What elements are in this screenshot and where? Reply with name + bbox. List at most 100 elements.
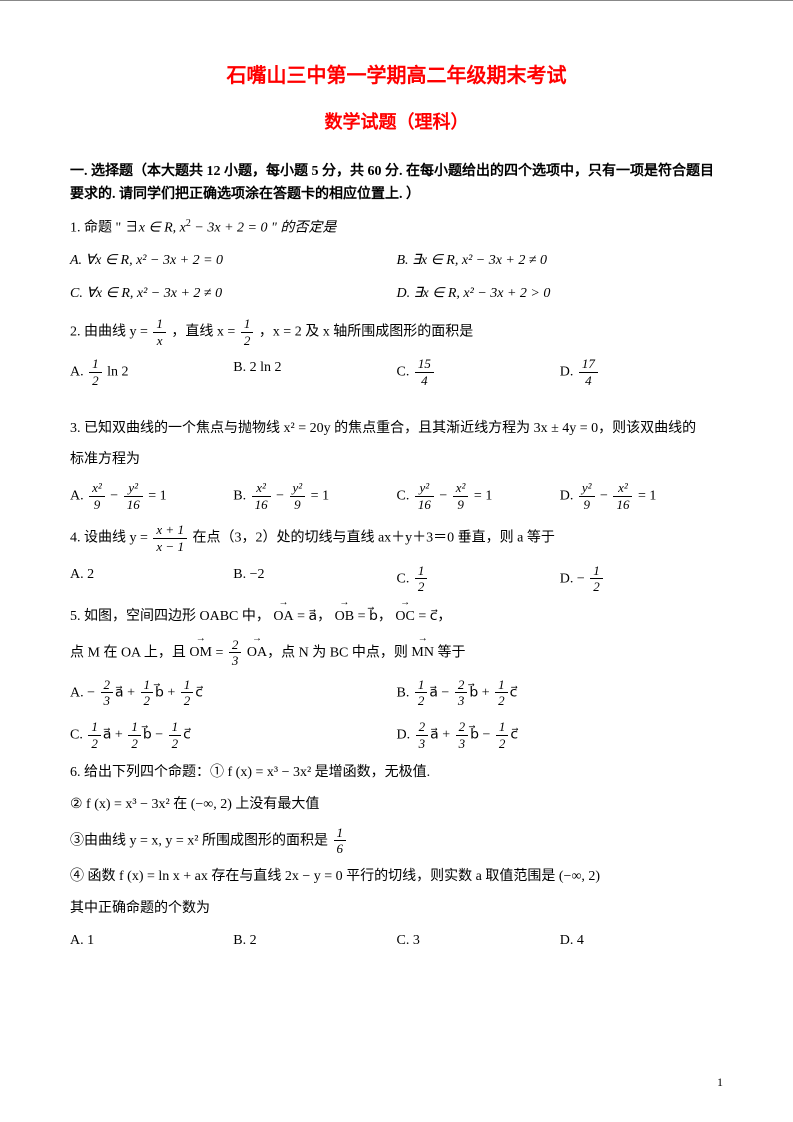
q3-An1: x² xyxy=(89,480,105,497)
q3-Dpost: = 1 xyxy=(634,489,656,504)
q5-Ac: c⃗ xyxy=(195,685,203,700)
q5-D2d: 3 xyxy=(456,736,469,752)
q2-An: 1 xyxy=(89,356,102,373)
q5-A2d: 2 xyxy=(141,693,154,709)
q6-B: B. 2 xyxy=(233,929,396,953)
q4-Dfrac: 12 xyxy=(590,563,603,595)
q3-Cn1: y² xyxy=(415,480,434,497)
q5-C2n: 1 xyxy=(128,719,141,736)
q2-f1d: x xyxy=(153,333,166,349)
q5-C3d: 2 xyxy=(169,736,182,752)
q5-C3n: 1 xyxy=(169,719,182,736)
q4-Dd: 2 xyxy=(590,579,603,595)
q5-fn: 2 xyxy=(229,637,242,654)
q5-p2: ，点 N 为 BC 中点，则 xyxy=(267,645,411,660)
q3-choices: A. x²9 − y²16 = 1 B. x²16 − y²9 = 1 C. y… xyxy=(70,480,723,512)
q5-Bf2: 23 xyxy=(455,677,468,709)
q3-Dpre: D. xyxy=(560,489,577,504)
q3-Df2: x²16 xyxy=(613,480,632,512)
q5-D1n: 2 xyxy=(416,719,429,736)
q1-post: − 3x + 2 = 0 " 的否定是 xyxy=(191,221,336,236)
q2-mid1: ，直线 x = xyxy=(171,325,238,340)
q1-mid: x ∈ R, x xyxy=(139,221,186,236)
q5-Da: a⃗ + xyxy=(430,727,453,742)
q5-Df3: 12 xyxy=(496,719,509,751)
q4-Cpre: C. xyxy=(397,571,413,586)
q4-Cn: 1 xyxy=(415,563,428,580)
q5-C1d: 2 xyxy=(88,736,101,752)
q5-choices-2: C. 12a⃗ + 12b⃗ − 12c⃗ D. 23a⃗ + 23b⃗ − 1… xyxy=(70,719,723,751)
q5-C1n: 1 xyxy=(88,719,101,736)
q3-Dn2: x² xyxy=(613,480,632,497)
q2-Apre: A. xyxy=(70,365,87,380)
q5-Apre: A. − xyxy=(70,685,99,700)
q5-Af1: 23 xyxy=(101,677,114,709)
q4-Cfrac: 12 xyxy=(415,563,428,595)
q3-stem2: 标准方程为 xyxy=(70,448,723,472)
q5-B3d: 2 xyxy=(495,693,508,709)
q5-choices-1: A. − 23a⃗ + 12b⃗ + 12c⃗ B. 12a⃗ − 23b⃗ +… xyxy=(70,677,723,709)
q5-fd: 3 xyxy=(229,653,242,669)
q5-Df1: 23 xyxy=(416,719,429,751)
q3-Dd1: 9 xyxy=(579,497,595,513)
q2-Cn: 15 xyxy=(415,356,434,373)
q5-Cf1: 12 xyxy=(88,719,101,751)
q6-stem2: 其中正确命题的个数为 xyxy=(70,897,723,921)
q5-B1d: 2 xyxy=(415,693,428,709)
q5-B1n: 1 xyxy=(415,677,428,694)
q2-Cpre: C. xyxy=(397,365,413,380)
q5-Ca: a⃗ + xyxy=(103,727,126,742)
q3-Af2: y²16 xyxy=(124,480,143,512)
q2-Afrac: 12 xyxy=(89,356,102,388)
q6-p3: ③由曲线 y = x, y = x² 所围成图形的面积是 16 xyxy=(70,825,723,857)
q4-stem: 4. 设曲线 y = x + 1x − 1 在点（3，2）处的切线与直线 ax＋… xyxy=(70,522,723,554)
q5-D3n: 1 xyxy=(496,719,509,736)
q3-Bn2: y² xyxy=(290,480,306,497)
q5-eq2: = b⃗， xyxy=(354,609,392,624)
q3-A: A. x²9 − y²16 = 1 xyxy=(70,480,233,512)
q1-A: A. ∀x ∈ R, x² − 3x + 2 = 0 xyxy=(70,249,397,273)
q6-choices: A. 1 B. 2 C. 3 D. 4 xyxy=(70,929,723,953)
q5-A3n: 1 xyxy=(181,677,194,694)
q3-Ad2: 16 xyxy=(124,497,143,513)
page-subtitle: 数学试题（理科） xyxy=(70,107,723,138)
q3-Cf2: x²9 xyxy=(453,480,469,512)
q1-C: C. ∀x ∈ R, x² − 3x + 2 ≠ 0 xyxy=(70,282,397,306)
q1-choices-2: C. ∀x ∈ R, x² − 3x + 2 ≠ 0 D. ∃x ∈ R, x²… xyxy=(70,282,723,306)
q5-B2d: 3 xyxy=(455,693,468,709)
q5-oc: OC xyxy=(395,605,414,629)
q5-eq3: = c⃗， xyxy=(415,609,452,624)
q5-A3d: 2 xyxy=(181,693,194,709)
q5-pre: 5. 如图，空间四边形 OABC 中， xyxy=(70,609,270,624)
q5-C: C. 12a⃗ + 12b⃗ − 12c⃗ xyxy=(70,719,397,751)
q5-eq1: = a⃗， xyxy=(294,609,331,624)
q5-Db: b⃗ − xyxy=(470,727,494,742)
q5-D2n: 2 xyxy=(456,719,469,736)
q2-frac1: 1x xyxy=(153,316,166,348)
q3-Bn1: x² xyxy=(252,480,271,497)
q3-Bf1: x²16 xyxy=(252,480,271,512)
q4-choices: A. 2 B. −2 C. 12 D. − 12 xyxy=(70,563,723,595)
q5-A: A. − 23a⃗ + 12b⃗ + 12c⃗ xyxy=(70,677,397,709)
q5-oa: OA xyxy=(273,605,293,629)
q2-frac2: 12 xyxy=(241,316,254,348)
q2-D: D. 174 xyxy=(560,356,723,388)
q3-Cpre: C. xyxy=(397,489,413,504)
q3-Cpost: = 1 xyxy=(470,489,492,504)
q6-p4: ④ 函数 f (x) = ln x + ax 存在与直线 2x − y = 0 … xyxy=(70,865,723,889)
q3-Cn2: x² xyxy=(453,480,469,497)
q4-Dpre: D. − xyxy=(560,571,589,586)
q3-Bd1: 16 xyxy=(252,497,271,513)
q2-f2n: 1 xyxy=(241,316,254,333)
q3-Dd2: 16 xyxy=(613,497,632,513)
q3-Bd2: 9 xyxy=(290,497,306,513)
q6-p3n: 1 xyxy=(334,825,347,842)
q5-D1d: 3 xyxy=(416,736,429,752)
q3-Cf1: y²16 xyxy=(415,480,434,512)
q1-D: D. ∃x ∈ R, x² − 3x + 2 > 0 xyxy=(397,282,724,306)
q2-pre: 2. 由曲线 y = xyxy=(70,325,151,340)
q4-pre: 4. 设曲线 y = xyxy=(70,531,151,546)
q1-choices: A. ∀x ∈ R, x² − 3x + 2 = 0 B. ∃x ∈ R, x²… xyxy=(70,249,723,273)
q6-p3pre: ③由曲线 y = x, y = x² 所围成图形的面积是 xyxy=(70,833,332,848)
q2-Dpre: D. xyxy=(560,365,577,380)
